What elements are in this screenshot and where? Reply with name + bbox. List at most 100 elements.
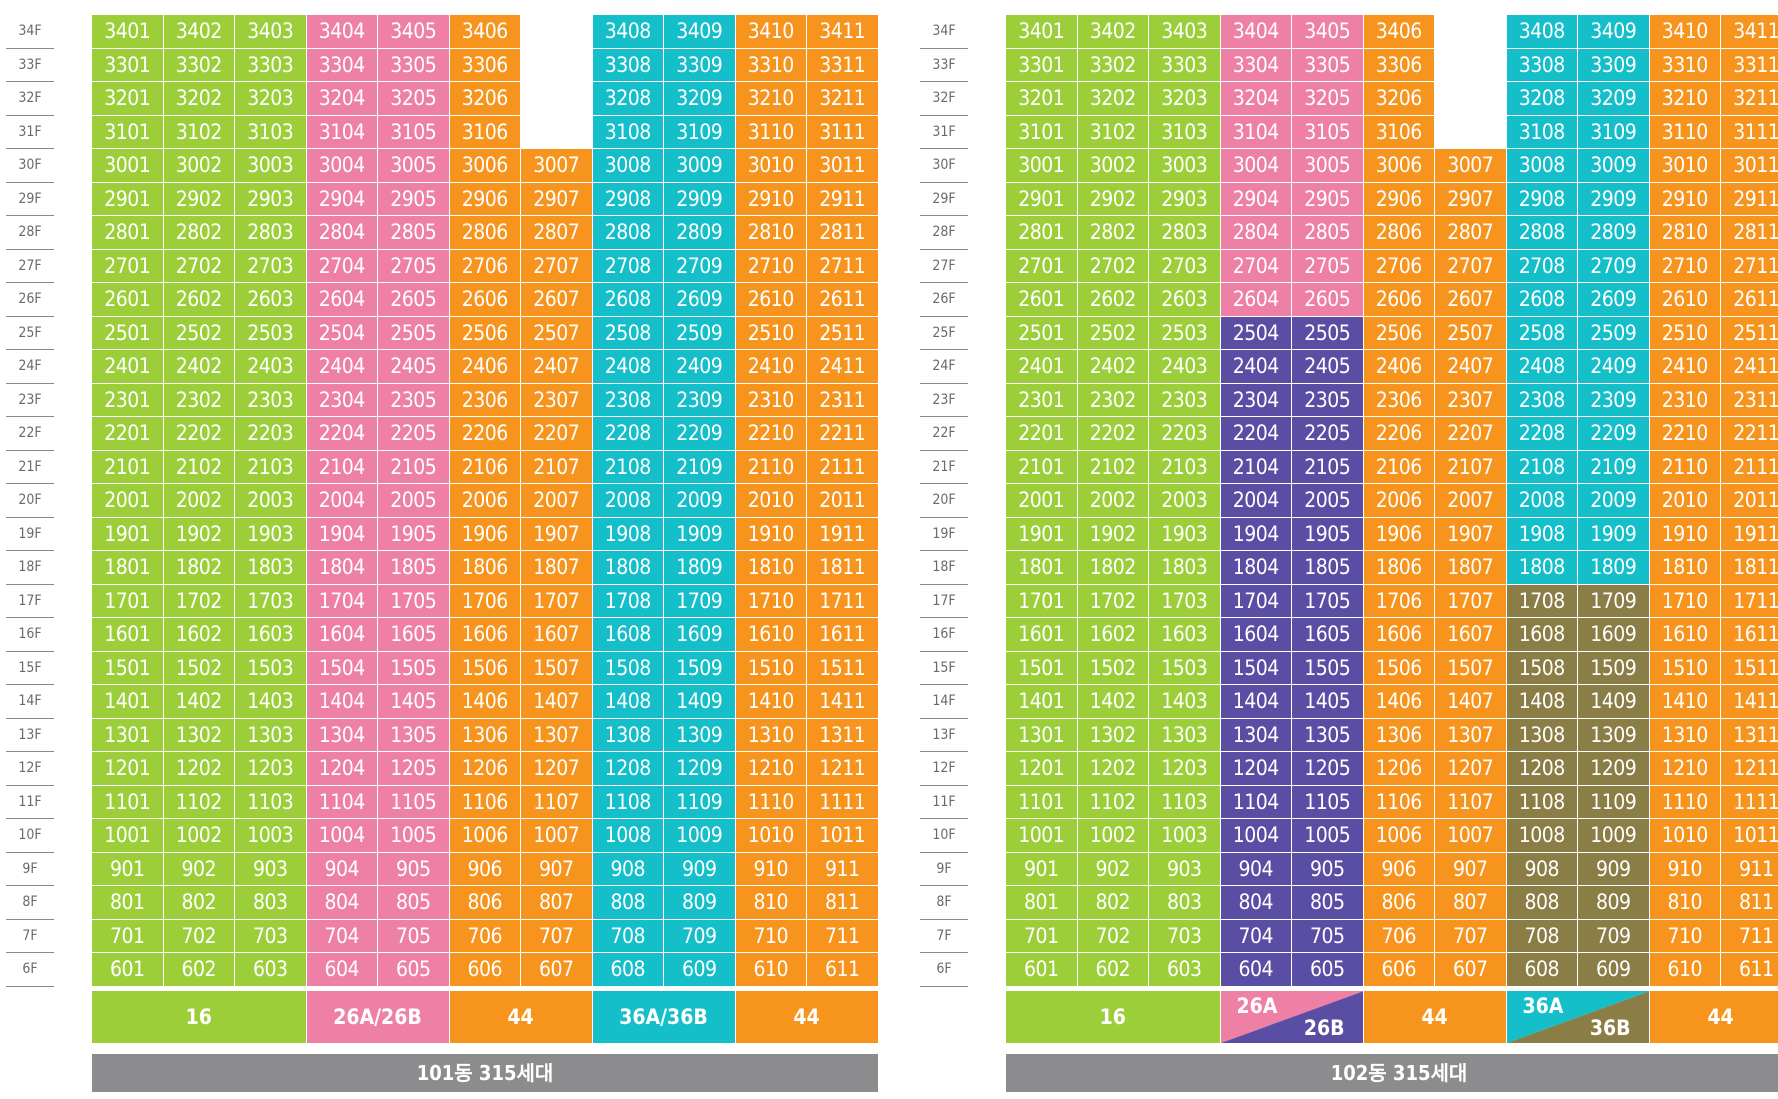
unit-cell: 1006 [1363, 819, 1435, 853]
unit-cell: 3309 [664, 48, 736, 82]
unit-cell: 2704 [1220, 249, 1292, 283]
unit-cell: 2909 [1578, 182, 1650, 216]
unit-cell: 3401 [1006, 15, 1078, 49]
unit-type-label: 44 [1363, 991, 1507, 1043]
unit-cell: 2011 [807, 484, 879, 518]
unit-cell: 2611 [807, 283, 879, 317]
unit-cell: 608 [592, 953, 664, 987]
unit-cell: 910 [735, 852, 807, 886]
unit-cell: 901 [92, 852, 164, 886]
unit-cell: 2009 [664, 484, 736, 518]
unit-cell: 2605 [1292, 283, 1364, 317]
unit-cell: 1508 [1506, 651, 1578, 685]
unit-cell: 906 [1363, 852, 1435, 886]
unit-cell: 3311 [1721, 48, 1778, 82]
floor-label: 28F [920, 216, 968, 250]
unit-cell: 3009 [1578, 149, 1650, 183]
unit-cell: 609 [664, 953, 736, 987]
unit-cell: 701 [92, 919, 164, 953]
unit-cell: 1601 [92, 618, 164, 652]
unit-cell: 3206 [449, 82, 521, 116]
unit-cell: 906 [449, 852, 521, 886]
unit-cell: 1803 [1149, 551, 1221, 585]
floor-label: 23F [920, 384, 968, 417]
unit-cell: 2111 [1721, 450, 1778, 484]
unit-cell: 901 [1006, 852, 1078, 886]
unit-cell: 801 [1006, 886, 1078, 920]
unit-cell: 3010 [735, 149, 807, 183]
floor-label: 7F [920, 920, 968, 953]
unit-cell: 1605 [378, 618, 450, 652]
unit-cell: 2504 [306, 316, 378, 350]
unit-cell: 903 [1149, 852, 1221, 886]
unit-cell: 2301 [1006, 383, 1078, 417]
unit-cell: 2308 [592, 383, 664, 417]
unit-cell: 2509 [1578, 316, 1650, 350]
unit-cell: 907 [521, 852, 593, 886]
unit-cell: 2709 [664, 249, 736, 283]
unit-cell: 3406 [449, 15, 521, 49]
unit-cell: 1508 [592, 651, 664, 685]
unit-cell: 802 [1077, 886, 1149, 920]
unit-cell: 1504 [1220, 651, 1292, 685]
unit-cell: 2209 [1578, 417, 1650, 451]
unit-cell: 1111 [1721, 785, 1778, 819]
unit-cell: 3004 [306, 149, 378, 183]
unit-cell: 1107 [521, 785, 593, 819]
unit-cell: 1109 [664, 785, 736, 819]
unit-cell: 1402 [163, 685, 235, 719]
unit-cell: 2111 [807, 450, 879, 484]
unit-cell: 804 [306, 886, 378, 920]
unit-cell: 1604 [306, 618, 378, 652]
unit-cell: 1806 [449, 551, 521, 585]
unit-cell: 1706 [449, 584, 521, 618]
unit-cell: 3310 [735, 48, 807, 82]
floor-label: 19F [6, 518, 54, 551]
unit-cell: 2208 [592, 417, 664, 451]
unit-cell: 1402 [1077, 685, 1149, 719]
unit-cell: 2302 [1077, 383, 1149, 417]
unit-cell: 1408 [1506, 685, 1578, 719]
unit-cell: 3301 [92, 48, 164, 82]
unit-cell: 2811 [807, 216, 879, 250]
unit-cell: 2801 [1006, 216, 1078, 250]
unit-cell: 2009 [1578, 484, 1650, 518]
unit-cell: 1407 [1435, 685, 1507, 719]
unit-cell: 3404 [306, 15, 378, 49]
unit-cell: 3305 [1292, 48, 1364, 82]
unit-cell: 3110 [1649, 115, 1721, 149]
unit-cell: 2004 [306, 484, 378, 518]
unit-cell: 2807 [1435, 216, 1507, 250]
building-total-bar: 102동 315세대 [1006, 1054, 1778, 1092]
type-a-label: 36A [1522, 994, 1564, 1018]
unit-cell: 2211 [1721, 417, 1778, 451]
unit-cell: 1606 [1363, 618, 1435, 652]
unit-cell: 2908 [1506, 182, 1578, 216]
unit-cell: 2101 [92, 450, 164, 484]
unit-cell: 1804 [1220, 551, 1292, 585]
unit-cell: 910 [1649, 852, 1721, 886]
unit-cell: 1410 [1649, 685, 1721, 719]
unit-cell: 2308 [1506, 383, 1578, 417]
unit-cell: 3402 [1077, 15, 1149, 49]
unit-cell: 2107 [1435, 450, 1507, 484]
unit-cell: 2005 [378, 484, 450, 518]
floor-label: 17F [920, 585, 968, 618]
unit-cell: 2401 [1006, 350, 1078, 384]
floor-label: 13F [920, 719, 968, 752]
unit-cell: 3205 [378, 82, 450, 116]
unit-cell: 2911 [807, 182, 879, 216]
unit-cell: 3001 [92, 149, 164, 183]
unit-cell: 704 [306, 919, 378, 953]
floor-label: 33F [6, 49, 54, 82]
unit-cell: 3303 [235, 48, 307, 82]
unit-cell: 2911 [1721, 182, 1778, 216]
unit-cell: 1203 [235, 752, 307, 786]
unit-cell: 3306 [449, 48, 521, 82]
unit-cell: 3301 [1006, 48, 1078, 82]
unit-cell: 1509 [664, 651, 736, 685]
unit-cell: 2303 [1149, 383, 1221, 417]
floor-label: 17F [6, 585, 54, 618]
unit-cell: 1108 [1506, 785, 1578, 819]
unit-cell: 2807 [521, 216, 593, 250]
